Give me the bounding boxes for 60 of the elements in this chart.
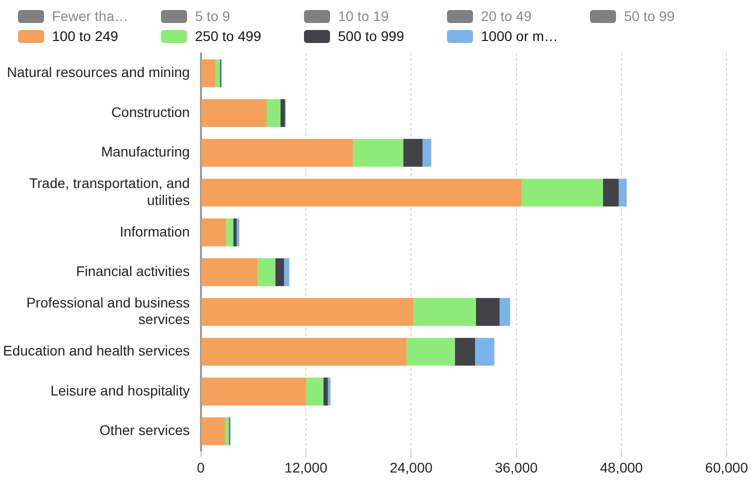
- bar: [201, 378, 306, 406]
- bar: [403, 138, 422, 167]
- bar: [284, 258, 290, 286]
- y-tick-label: Leisure and hospitality: [50, 382, 190, 398]
- y-tick-label: Construction: [111, 104, 190, 120]
- legend-label: 500 to 999: [338, 28, 404, 44]
- legend-label: 1000 or m…: [481, 28, 558, 44]
- x-tick-label: 24,000: [390, 459, 433, 476]
- bar: [216, 59, 220, 88]
- bar: [618, 178, 627, 207]
- y-tick-label: Other services: [100, 422, 190, 438]
- bar: [603, 178, 619, 207]
- y-tick-label: Education and health services: [2, 342, 190, 359]
- bar: [201, 218, 226, 246]
- bar: [201, 138, 354, 167]
- bar: [323, 378, 328, 406]
- x-tick-label: 36,000: [494, 459, 538, 476]
- x-tick-label: 60,000: [705, 459, 748, 476]
- bar: [280, 99, 285, 127]
- x-tick-label: 48,000: [600, 459, 644, 476]
- legend-label: 100 to 249: [52, 28, 118, 44]
- bar: [236, 218, 240, 246]
- legend-label: 5 to 9: [195, 8, 230, 24]
- y-tick-label: Manufacturing: [101, 144, 190, 160]
- bar: [414, 298, 476, 326]
- legend-label: 20 to 49: [481, 8, 532, 24]
- legend-label: Fewer tha…: [52, 8, 128, 24]
- bar: [328, 378, 330, 406]
- bar: [201, 59, 216, 88]
- bar: [201, 258, 258, 286]
- bar: [476, 298, 500, 326]
- bar: [201, 178, 522, 207]
- y-tick-label: Information: [120, 223, 190, 240]
- y-tick-label: Professional and business services: [26, 294, 190, 328]
- bar: [201, 298, 414, 326]
- bar: [406, 338, 455, 366]
- bar: [475, 338, 494, 366]
- y-tick-label: Natural resources and mining: [6, 64, 190, 80]
- bar: [522, 178, 604, 207]
- x-tick-label: 12,000: [284, 459, 328, 476]
- legend-label: 50 to 99: [624, 8, 675, 24]
- bar: [275, 258, 284, 286]
- bar: [454, 338, 476, 366]
- bar: [353, 138, 404, 167]
- y-tick-label: Trade, transportation, and utilities: [29, 175, 190, 208]
- legend-label: 10 to 19: [338, 8, 389, 24]
- bar: [225, 417, 229, 446]
- bar: [306, 378, 324, 406]
- bar: [500, 298, 510, 326]
- legend-label: 250 to 499: [195, 28, 262, 44]
- bar: [201, 338, 407, 366]
- bar: [201, 417, 226, 446]
- bar: [201, 99, 267, 127]
- x-tick-label: 0: [196, 459, 205, 476]
- y-tick-label: Financial activities: [76, 263, 190, 280]
- bar: [258, 258, 276, 286]
- bar: [233, 218, 237, 246]
- bar: [422, 138, 432, 167]
- bar: [266, 99, 281, 127]
- bar: [226, 218, 234, 246]
